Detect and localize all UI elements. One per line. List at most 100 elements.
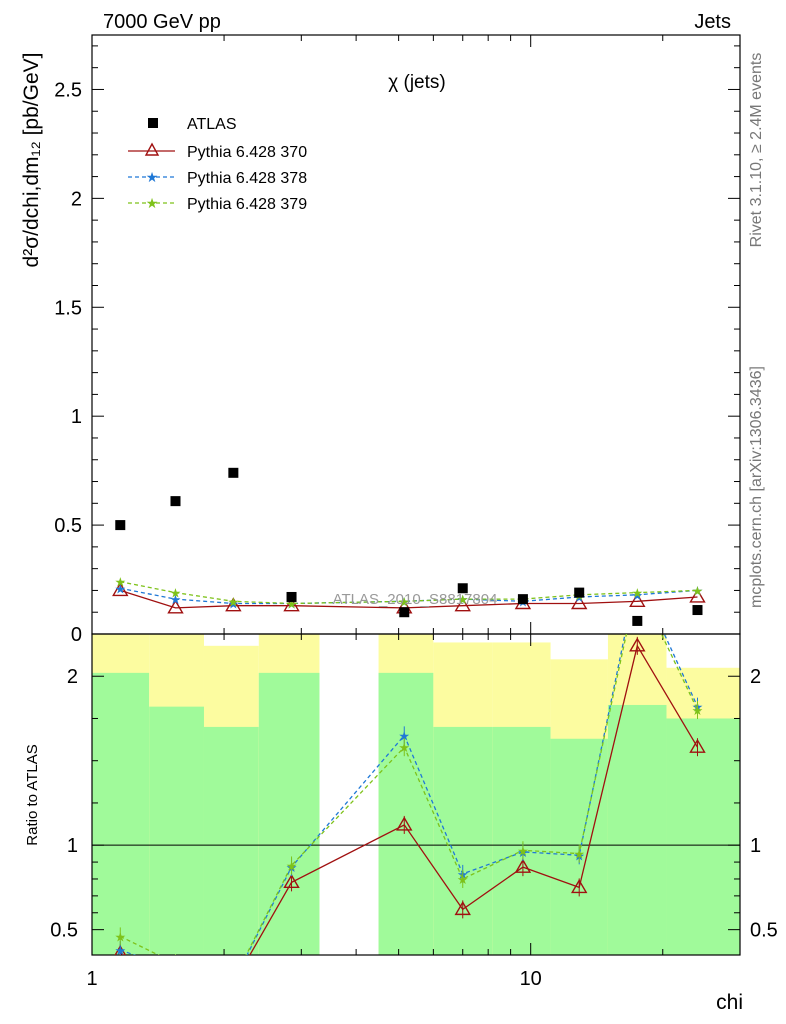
main-marker-370-5 <box>454 597 471 612</box>
y-tick-label-ratio-1: 1 <box>67 835 78 857</box>
x-axis-label: chi <box>716 991 743 1014</box>
main-marker-atlas-6 <box>517 594 528 605</box>
y-tick-label-ratio-right-0: 0.5 <box>750 920 778 942</box>
rivet-version-label: Rivet 3.1.10, ≥ 2.4M events <box>748 53 765 248</box>
ratio-marker-379-4: ★ <box>398 740 410 755</box>
ratio-marker-379-7: ★ <box>573 847 585 862</box>
analysis-watermark: ATLAS_2010_S8817804 <box>333 591 498 608</box>
main-marker-379-3: ★ <box>286 597 298 612</box>
main-marker-378-4: ★ <box>398 594 410 609</box>
legend-entry-pythia-379: ★ Pythia 6.428 379 <box>128 195 307 213</box>
ratio-marker-370-0 <box>114 944 127 955</box>
ratio-marker-370-2 <box>226 977 240 989</box>
ratio-frame <box>91 633 741 956</box>
main-marker-379-4: ★ <box>398 594 410 609</box>
main-marker-370-2 <box>225 597 242 612</box>
main-marker-379-5: ★ <box>457 592 469 607</box>
main-marker-379-9: ★ <box>692 583 704 598</box>
band-inner-1 <box>149 706 204 955</box>
legend-marker-star: ★ <box>146 169 159 185</box>
main-marker-370-8 <box>629 592 646 608</box>
y-tick-label-main-5: 2.5 <box>54 79 82 101</box>
main-line-2 <box>120 581 698 605</box>
main-marker-379-2: ★ <box>228 594 240 609</box>
main-marker-378-9: ★ <box>692 583 704 598</box>
legend-label: ATLAS <box>187 116 237 133</box>
main-marker-370-1 <box>167 599 184 614</box>
ratio-marker-370-1 <box>168 973 182 985</box>
main-marker-379-8: ★ <box>631 586 643 601</box>
legend-marker-star: ★ <box>146 195 159 211</box>
legend-marker-triangle <box>144 142 160 156</box>
ratio-line-2 <box>120 634 699 955</box>
main-marker-atlas-4 <box>399 607 410 618</box>
main-line-1 <box>120 587 698 605</box>
legend-marker-square <box>148 118 158 128</box>
ratio-marker-379-9: ★ <box>692 703 704 718</box>
ratio-marker-379-5: ★ <box>457 872 469 887</box>
ratio-marker-379-3: ★ <box>286 858 298 873</box>
main-marker-atlas-0 <box>115 520 126 531</box>
main-marker-atlas-5 <box>457 583 468 594</box>
legend-entry-atlas: ATLAS <box>148 116 237 133</box>
main-marker-atlas-7 <box>574 587 585 598</box>
ratio-marker-370-5 <box>454 900 471 916</box>
main-marker-370-7 <box>570 595 588 610</box>
y-tick-label-main-1: 0.5 <box>54 515 82 537</box>
ratio-marker-370-4 <box>396 816 413 831</box>
main-marker-379-1: ★ <box>170 586 182 601</box>
main-marker-atlas-8 <box>632 615 643 626</box>
main-marker-378-0: ★ <box>114 581 126 596</box>
ratio-marker-378-4: ★ <box>398 728 410 743</box>
ratio-marker-370-6 <box>514 858 532 873</box>
main-line-0 <box>120 589 698 609</box>
y-axis-label-ratio: Ratio to ATLAS <box>24 744 41 845</box>
main-marker-378-3: ★ <box>286 597 298 612</box>
y-tick-label-ratio-right-1: 1 <box>750 835 761 857</box>
ratio-marker-378-2: ★ <box>228 975 240 990</box>
y-axis-label-main: d²σ/dchi,dm₁₂ [pb/GeV] <box>20 53 43 268</box>
main-marker-atlas-2 <box>228 467 239 478</box>
legend-entry-pythia-370: Pythia 6.428 370 <box>128 142 307 161</box>
process-label: Jets <box>694 11 731 33</box>
axes-and-frames: 1 10 0 0.5 1 1.5 2 2.5 0.5 0.5 1 1 2 2 <box>50 34 778 990</box>
main-marker-atlas-1 <box>170 496 181 507</box>
ratio-uncertainty-bands <box>92 634 740 955</box>
legend-label: Pythia 6.428 370 <box>187 144 307 161</box>
band-inner-5 <box>378 672 434 955</box>
ratio-marker-370-9 <box>689 738 706 753</box>
ratio-marker-379-1: ★ <box>170 956 182 971</box>
main-marker-378-1: ★ <box>170 592 182 607</box>
ratio-marker-378-0: ★ <box>114 943 126 958</box>
ratio-marker-379-0: ★ <box>114 929 126 944</box>
ratio-marker-379-6: ★ <box>517 843 529 858</box>
series-layer: ★★★★★★★★★★★★★★★★★★★★★★★★★★★★★★★★★★★★★★★★ <box>112 467 706 990</box>
legend-label: Pythia 6.428 379 <box>187 196 307 213</box>
y-tick-label-main-4: 2 <box>71 188 82 210</box>
band-inner-3 <box>258 672 320 955</box>
band-inner-2 <box>203 726 259 955</box>
y-tick-label-main-3: 1.5 <box>54 297 82 319</box>
y-tick-label-ratio-right-2: 2 <box>750 666 761 688</box>
band-inner-9 <box>607 704 667 955</box>
ratio-line-1 <box>120 634 699 955</box>
band-inner-7 <box>492 726 551 955</box>
main-marker-379-0: ★ <box>114 575 126 590</box>
band-inner-6 <box>433 726 493 955</box>
main-marker-378-8: ★ <box>631 588 643 603</box>
ratio-line-0 <box>120 644 699 955</box>
plot-title: χ (jets) <box>388 72 445 93</box>
ratio-marker-378-8: ★ <box>631 568 643 583</box>
ratio-marker-379-2: ★ <box>228 973 240 988</box>
legend: ATLAS Pythia 6.428 370 ★ Pythia 6.428 37… <box>128 116 307 213</box>
ratio-series-group: ★★★★★★★ ★★★★★★★★★★ ★★★ <box>114 568 706 990</box>
main-marker-atlas-9 <box>692 605 703 616</box>
ratio-marker-370-3 <box>283 873 300 889</box>
band-inner-0 <box>92 672 150 955</box>
ratio-marker-370-7 <box>570 879 588 894</box>
main-marker-378-2: ★ <box>228 597 240 612</box>
band-inner-10 <box>666 718 740 955</box>
y-tick-label-ratio-0: 0.5 <box>50 920 78 942</box>
ratio-marker-378-1: ★ <box>170 963 182 978</box>
